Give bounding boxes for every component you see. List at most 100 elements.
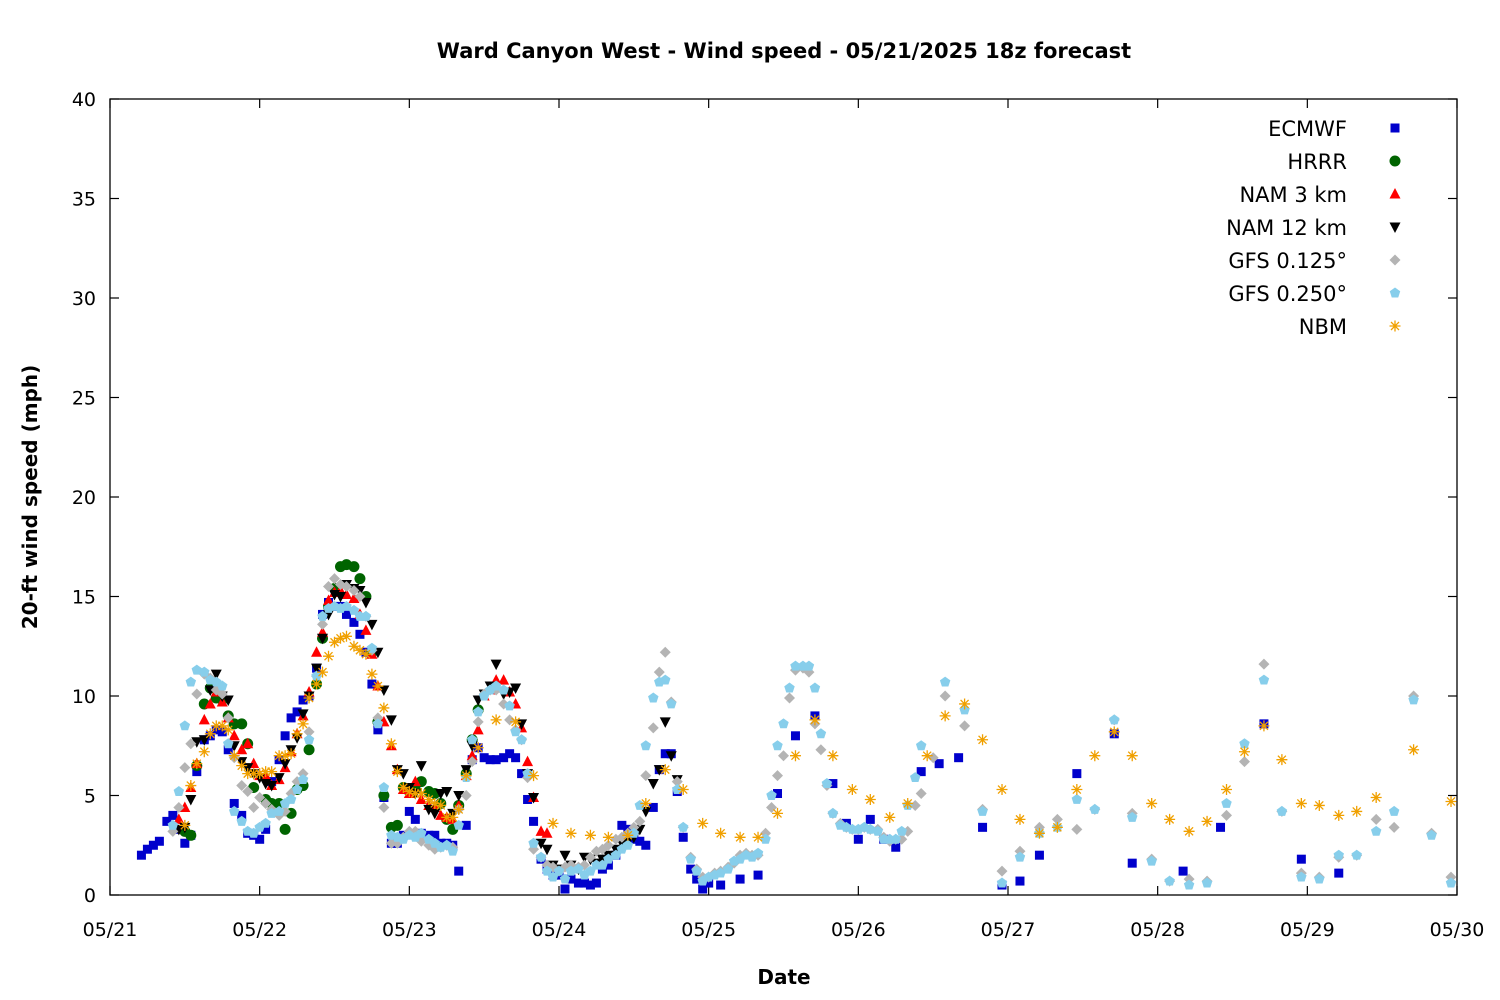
data-point [260, 797, 272, 809]
data-point [391, 819, 403, 831]
data-point [236, 815, 247, 826]
data-point [815, 728, 827, 739]
data-point [659, 717, 671, 728]
data-point [1370, 825, 1382, 836]
data-point [490, 659, 502, 671]
data-point [323, 650, 335, 662]
y-axis-title: 20-ft wind speed (mph) [18, 365, 42, 630]
data-point [697, 817, 709, 829]
data-point [403, 786, 415, 798]
data-point [778, 718, 789, 729]
data-point [192, 767, 202, 777]
data-point [647, 779, 659, 790]
data-point [185, 676, 197, 687]
data-point [334, 632, 346, 644]
data-point [292, 707, 302, 717]
data-point [429, 797, 441, 809]
data-point [853, 834, 863, 844]
data-point [162, 816, 172, 826]
data-point [1370, 813, 1382, 825]
data-point [884, 811, 896, 823]
data-point [323, 581, 335, 593]
data-point [677, 784, 689, 796]
data-point [185, 780, 197, 792]
data-point [1221, 797, 1232, 808]
data-point [498, 684, 509, 695]
legend-marker [1389, 222, 1401, 233]
data-point [640, 770, 652, 782]
data-point [447, 811, 459, 823]
legend-label: NAM 12 km [1226, 216, 1347, 240]
y-tick-label: 15 [72, 587, 96, 609]
data-point [273, 750, 285, 762]
data-point [865, 823, 876, 834]
data-point [236, 718, 248, 730]
data-point [185, 738, 197, 750]
data-point [685, 853, 696, 864]
data-point [659, 764, 671, 776]
data-point [691, 865, 702, 876]
data-point [466, 756, 478, 768]
data-point [228, 729, 240, 741]
data-point [566, 874, 576, 884]
data-point [915, 740, 927, 751]
data-point [222, 712, 234, 724]
data-point [329, 636, 340, 648]
x-tick-label: 05/29 [1280, 919, 1335, 941]
data-point [266, 781, 278, 792]
data-point [179, 762, 191, 774]
data-point [677, 821, 689, 832]
data-point [340, 581, 352, 593]
data-point [1408, 694, 1419, 705]
data-point [865, 814, 875, 824]
data-point [602, 839, 614, 851]
data-point [311, 663, 323, 675]
data-point [148, 840, 158, 850]
data-point [429, 808, 441, 820]
data-point [896, 825, 907, 836]
data-point [236, 760, 248, 772]
data-point [692, 874, 702, 884]
data-point [591, 878, 601, 888]
data-point [1033, 827, 1045, 839]
data-point [1333, 809, 1345, 821]
data-point [266, 766, 278, 778]
data-point [977, 805, 988, 816]
data-point [815, 744, 827, 756]
data-point [510, 683, 522, 695]
data-point [541, 827, 553, 838]
data-point [760, 833, 771, 844]
data-point [385, 738, 397, 750]
data-point [1089, 750, 1101, 762]
data-point [1126, 750, 1138, 762]
data-point [453, 791, 465, 802]
data-point [378, 801, 390, 813]
x-axis-title: Date [757, 965, 810, 989]
data-point [366, 619, 378, 631]
data-point [167, 819, 179, 830]
data-point [523, 794, 533, 804]
data-point [354, 573, 366, 585]
data-point [698, 884, 708, 894]
data-point [666, 698, 677, 709]
data-point [1258, 720, 1270, 732]
data-point [528, 837, 539, 848]
legend-label: HRRR [1287, 150, 1347, 174]
data-point [641, 840, 651, 850]
series-gfs-0-250 [167, 600, 1457, 890]
data-point [902, 797, 914, 809]
data-point [472, 742, 484, 754]
data-point [1216, 822, 1226, 832]
data-point [490, 714, 502, 726]
data-point [753, 870, 763, 880]
data-point [603, 860, 613, 870]
data-point [660, 674, 671, 685]
data-point [622, 839, 634, 850]
data-point [939, 690, 951, 702]
data-point [790, 660, 801, 671]
data-point [635, 836, 645, 846]
y-tick-label: 35 [72, 189, 96, 211]
data-point [461, 820, 471, 830]
data-point [248, 768, 260, 780]
data-point [547, 817, 559, 829]
